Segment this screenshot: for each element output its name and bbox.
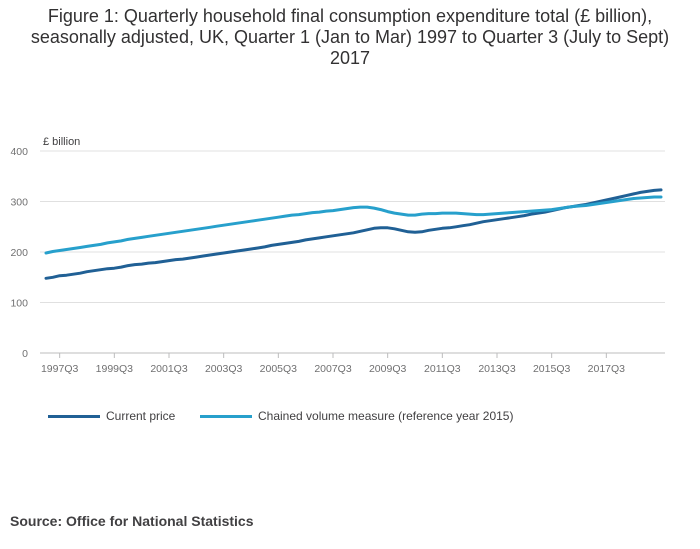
legend-swatch-chained-volume: [200, 414, 252, 418]
legend-swatch-current-price: [48, 414, 100, 418]
y-tick-label: 300: [10, 197, 28, 209]
x-tick-label: 2013Q3: [478, 363, 516, 375]
x-tick-label: 2001Q3: [150, 363, 188, 375]
chart-title: Figure 1: Quarterly household final cons…: [30, 6, 670, 68]
y-axis-ticks: 0 100 200 300 400: [10, 146, 28, 360]
series-lines: [44, 188, 663, 280]
legend-label-current-price: Current price: [106, 409, 176, 423]
x-axis: 1997Q3 1999Q3 2001Q3 2003Q3 2005Q3 2007Q3 2009…: [41, 353, 625, 375]
grid-lines: [40, 150, 665, 354]
x-tick-label: 2015Q3: [533, 363, 571, 375]
legend-item-current-price: Current price: [48, 409, 175, 423]
source-note: Source: Office for National Statistics: [10, 513, 254, 529]
y-tick-label: 0: [22, 348, 28, 360]
y-tick-label: 200: [10, 247, 28, 259]
x-tick-label: 2003Q3: [205, 363, 243, 375]
x-tick-label: 2009Q3: [369, 363, 407, 375]
legend-label-chained-volume: Chained volume measure (reference year 2…: [258, 409, 514, 423]
y-tick-label: 100: [10, 298, 28, 310]
legend-item-chained-volume: Chained volume measure (reference year 2…: [200, 409, 513, 423]
y-axis-label: £ billion: [43, 136, 81, 148]
x-tick-label: 2017Q3: [588, 363, 626, 375]
x-tick-label: 2007Q3: [314, 363, 352, 375]
series-line-chained-volume: [44, 195, 663, 255]
series-line-current-price: [44, 188, 663, 280]
x-tick-label: 1997Q3: [41, 363, 79, 375]
line-chart: 0 100 200 300 400 1997Q3 1999Q3 2001Q3 2003Q3 20…: [10, 146, 665, 375]
y-tick-label: 400: [10, 146, 28, 158]
x-tick-label: 2011Q3: [424, 363, 461, 375]
x-tick-label: 1999Q3: [96, 363, 134, 375]
x-tick-label: 2005Q3: [260, 363, 298, 375]
